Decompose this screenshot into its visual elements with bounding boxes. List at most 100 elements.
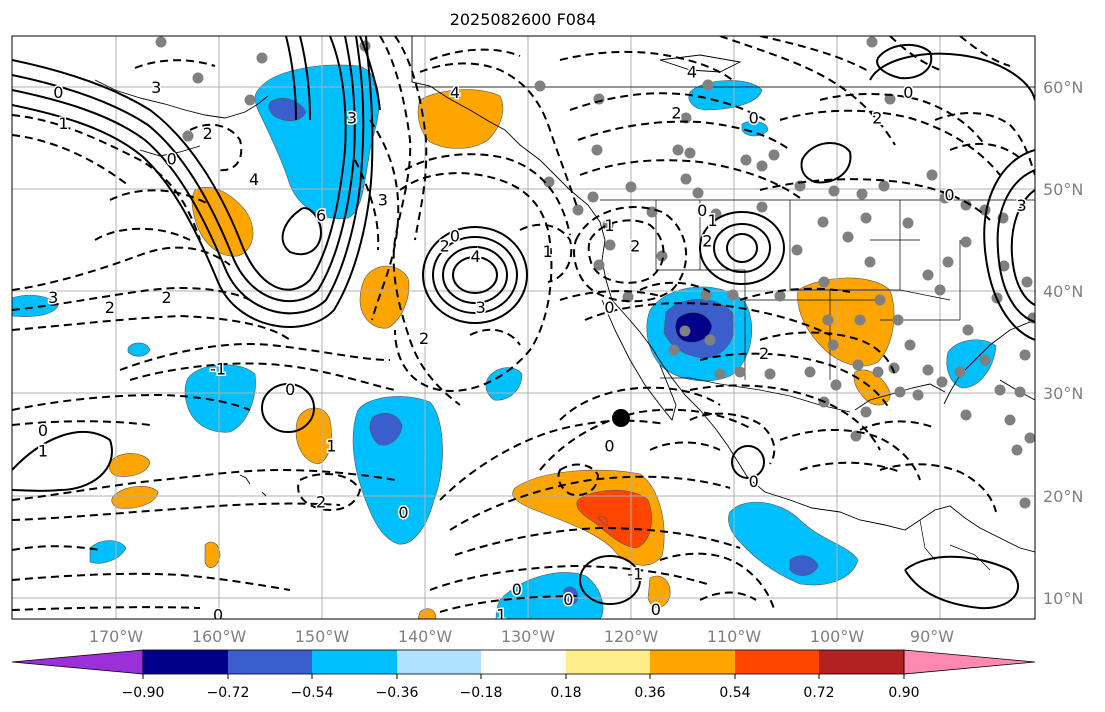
strong-positive-anomaly-area bbox=[597, 516, 608, 527]
station-dots bbox=[155, 36, 1035, 509]
lon-label: 170°W bbox=[89, 627, 144, 646]
colorbar-cell bbox=[143, 650, 228, 674]
contour-label: 3 bbox=[378, 191, 388, 210]
colorbar-cell bbox=[735, 650, 819, 674]
negative-anomaly-area bbox=[89, 540, 127, 564]
colorbar-tick-labels: −0.90 −0.72 −0.54 −0.36 −0.18 0.18 0.36 … bbox=[122, 685, 920, 701]
contour-label: 2 bbox=[105, 298, 115, 317]
positive-anomaly-area bbox=[191, 186, 254, 257]
contour-label: 0 bbox=[604, 436, 614, 455]
dashed-contours bbox=[12, 36, 1035, 613]
colorbar-cell bbox=[566, 650, 650, 674]
lon-label: 100°W bbox=[810, 627, 865, 646]
colorbar-extend-high bbox=[903, 649, 1036, 675]
colorbar-tick-label: 0.36 bbox=[634, 685, 665, 701]
contour-label: 2 bbox=[203, 124, 213, 143]
positive-anomaly-area bbox=[417, 608, 437, 619]
contour-label: 0 bbox=[285, 380, 295, 399]
negative-anomaly-area bbox=[741, 120, 769, 137]
contour-label: 1 bbox=[38, 442, 48, 461]
colorbar-cells bbox=[11, 649, 1036, 675]
negative-anomaly-area bbox=[728, 501, 859, 586]
contour-label: 2 bbox=[630, 237, 640, 256]
contour-label: 2 bbox=[419, 329, 429, 348]
map-title: 2025082600 F084 bbox=[450, 10, 597, 29]
contour-label: 3 bbox=[476, 298, 486, 317]
colorbar-tick-label: −0.54 bbox=[291, 685, 334, 701]
colorbar-ticks bbox=[142, 674, 905, 679]
contour-label: 0 bbox=[38, 421, 48, 440]
map-frame bbox=[11, 35, 1036, 620]
contour-label: -1 bbox=[210, 360, 226, 379]
lon-label: 140°W bbox=[398, 627, 453, 646]
contour-label: 4 bbox=[687, 63, 697, 82]
contour-label: 1 bbox=[604, 216, 614, 235]
positive-anomaly-area bbox=[295, 407, 332, 465]
location-marker bbox=[612, 409, 630, 427]
contour-label: 1 bbox=[707, 211, 717, 230]
contour-label: 0 bbox=[944, 186, 954, 205]
positive-anomaly-area bbox=[109, 453, 151, 477]
colorbar-cell bbox=[819, 650, 904, 674]
contour-label: 2 bbox=[316, 493, 326, 512]
contour-label: 0 bbox=[697, 201, 707, 220]
lon-label: 130°W bbox=[501, 627, 556, 646]
contour-label: 2 bbox=[440, 237, 450, 256]
colorbar-tick-label: 0.54 bbox=[719, 685, 750, 701]
negative-anomaly-area bbox=[12, 294, 59, 317]
lat-label: 60°N bbox=[1043, 78, 1083, 97]
colorbar-tick-label: 0.72 bbox=[803, 685, 834, 701]
latitude-labels: 60°N 50°N 40°N 30°N 20°N 10°N bbox=[1043, 78, 1083, 608]
contour-label: 0 bbox=[53, 83, 63, 102]
contour-label: 0 bbox=[450, 226, 460, 245]
contour-label: 2 bbox=[671, 104, 681, 123]
positive-anomaly-area bbox=[204, 541, 221, 568]
contour-label: 2 bbox=[759, 344, 769, 363]
colorbar-cell bbox=[481, 650, 566, 674]
contour-label: 0 bbox=[512, 580, 522, 599]
contour-label: 0 bbox=[563, 590, 573, 609]
contour-label: 2 bbox=[161, 288, 171, 307]
colorbar-cell bbox=[397, 650, 481, 674]
contour-label: 3 bbox=[1017, 196, 1027, 215]
lon-label: 120°W bbox=[604, 627, 659, 646]
strong-negative-anomaly-area bbox=[789, 555, 819, 576]
contour-label: 1 bbox=[58, 114, 68, 133]
colorbar-cell bbox=[650, 650, 735, 674]
contour-label: 4 bbox=[249, 170, 259, 189]
contour-label: 1 bbox=[496, 605, 506, 624]
contour-label: 0 bbox=[903, 83, 913, 102]
lat-label: 30°N bbox=[1043, 384, 1083, 403]
colorbar-extend-low bbox=[11, 649, 144, 675]
negative-anomaly-area bbox=[127, 342, 151, 357]
positive-anomaly-area bbox=[647, 575, 671, 608]
lat-label: 20°N bbox=[1043, 487, 1083, 506]
positive-anomaly-area bbox=[111, 485, 159, 509]
contour-label: 0 bbox=[749, 472, 759, 491]
strong-negative-anomaly-area bbox=[369, 413, 403, 446]
colorbar-cell bbox=[228, 650, 312, 674]
contour-label: 4 bbox=[450, 83, 460, 102]
contour-label: 0 bbox=[749, 109, 759, 128]
colorbar-tick-label: 0.90 bbox=[888, 685, 919, 701]
contour-label: 3 bbox=[151, 78, 161, 97]
lat-label: 10°N bbox=[1043, 589, 1083, 608]
contour-label: 6 bbox=[316, 206, 326, 225]
colorbar-tick-label: −0.72 bbox=[207, 685, 250, 701]
lat-label: 50°N bbox=[1043, 180, 1083, 199]
contour-label: 2 bbox=[702, 232, 712, 251]
colorbar-tick-label: 0.18 bbox=[550, 685, 581, 701]
solid-contours bbox=[12, 36, 1035, 610]
colorbar-cell bbox=[312, 650, 397, 674]
colorbar-tick-label: −0.90 bbox=[122, 685, 165, 701]
negative-anomaly-area bbox=[184, 364, 256, 433]
colorbar: −0.90 −0.72 −0.54 −0.36 −0.18 0.18 0.36 … bbox=[11, 649, 1036, 701]
contour-label: 2 bbox=[872, 109, 882, 128]
lon-label: 110°W bbox=[707, 627, 762, 646]
positive-anomaly-area bbox=[359, 265, 410, 329]
contour-label: 1 bbox=[326, 436, 336, 455]
negative-anomaly-area bbox=[485, 367, 523, 401]
